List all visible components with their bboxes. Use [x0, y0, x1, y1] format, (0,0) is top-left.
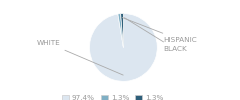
Text: BLACK: BLACK: [125, 18, 187, 52]
Legend: 97.4%, 1.3%, 1.3%: 97.4%, 1.3%, 1.3%: [59, 92, 166, 100]
Wedge shape: [121, 14, 123, 48]
Wedge shape: [118, 14, 123, 48]
Text: WHITE: WHITE: [37, 40, 123, 75]
Wedge shape: [90, 14, 157, 81]
Text: HISPANIC: HISPANIC: [122, 18, 197, 43]
